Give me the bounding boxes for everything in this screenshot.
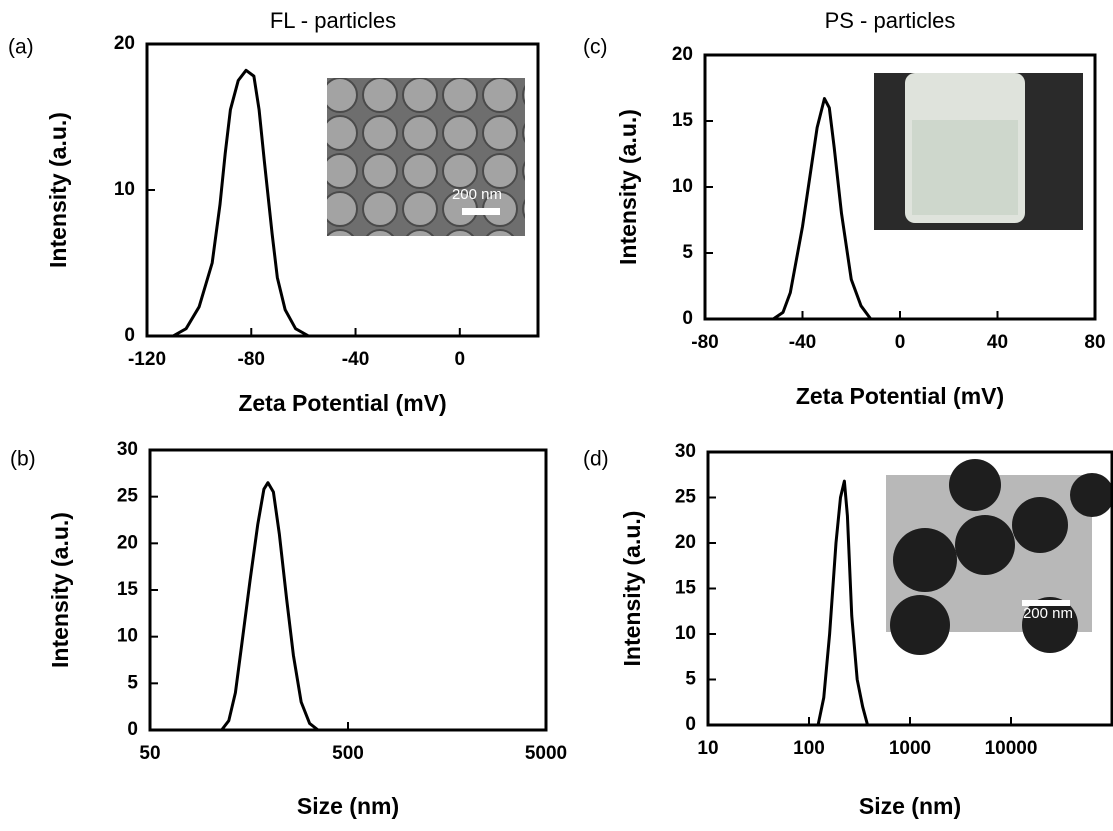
x-axis-label: Zeta Potential (mV) (238, 390, 446, 416)
inset-tem (886, 459, 1113, 655)
y-axis-label: Intensity (a.u.) (615, 109, 641, 265)
y-tick-label: 20 (117, 532, 138, 553)
y-axis-label: Intensity (a.u.) (619, 511, 645, 667)
x-tick-label: 40 (987, 332, 1008, 353)
x-tick-label: 0 (455, 349, 466, 370)
y-tick-label: 5 (127, 672, 138, 693)
y-tick-label: 10 (117, 626, 138, 647)
y-axis-label: Intensity (a.u.) (45, 112, 71, 268)
y-tick-label: 10 (672, 176, 693, 197)
x-tick-label: -80 (691, 332, 718, 353)
data-line (816, 479, 870, 726)
x-axis-label: Size (nm) (859, 793, 961, 819)
inset-photo (874, 73, 1083, 230)
y-tick-label: 25 (675, 487, 697, 508)
data-line (172, 68, 310, 338)
x-axis-label: Zeta Potential (mV) (796, 383, 1004, 409)
panel-label: (c) (583, 36, 608, 59)
y-tick-label: 0 (127, 719, 138, 740)
panel-label: (a) (8, 36, 34, 59)
panel-title: PS - particles (825, 8, 956, 33)
panel-label: (d) (583, 448, 609, 471)
y-tick-label: 10 (114, 179, 135, 200)
data-line (220, 481, 319, 732)
inset-label: 200 nm (1023, 605, 1073, 622)
panel-label: (b) (10, 448, 36, 471)
y-tick-label: 10 (675, 623, 696, 644)
y-tick-label: 0 (682, 308, 693, 329)
y-tick-label: 15 (117, 579, 139, 600)
y-tick-label: 25 (117, 486, 139, 507)
y-tick-label: 15 (672, 110, 694, 131)
x-axis-label: Size (nm) (297, 793, 399, 819)
x-tick-label: 100 (793, 738, 825, 759)
x-tick-label: 500 (332, 743, 364, 764)
x-tick-label: 50 (139, 743, 160, 764)
x-tick-label: -80 (238, 349, 265, 370)
data-line (772, 97, 872, 321)
inset-label: 200 nm (452, 186, 502, 203)
x-tick-label: -120 (128, 349, 166, 370)
y-tick-label: 20 (675, 532, 696, 553)
panel-title: FL - particles (270, 8, 396, 33)
y-tick-label: 0 (685, 714, 696, 735)
inset-sem (327, 78, 525, 236)
plot-frame (148, 448, 548, 732)
x-tick-label: 80 (1084, 332, 1105, 353)
y-tick-label: 30 (675, 441, 696, 462)
y-tick-label: 20 (114, 33, 135, 54)
x-tick-label: -40 (789, 332, 816, 353)
x-tick-label: 1000 (889, 738, 931, 759)
y-tick-label: 5 (682, 242, 693, 263)
y-tick-label: 15 (675, 578, 697, 599)
y-tick-label: 5 (685, 669, 696, 690)
y-tick-label: 20 (672, 44, 693, 65)
x-tick-label: 10000 (985, 738, 1038, 759)
y-tick-label: 0 (124, 325, 135, 346)
y-tick-label: 30 (117, 439, 138, 460)
x-tick-label: -40 (342, 349, 369, 370)
y-axis-label: Intensity (a.u.) (47, 512, 73, 668)
x-tick-label: 0 (895, 332, 906, 353)
x-tick-label: 5000 (525, 743, 567, 764)
x-tick-label: 10 (697, 738, 718, 759)
